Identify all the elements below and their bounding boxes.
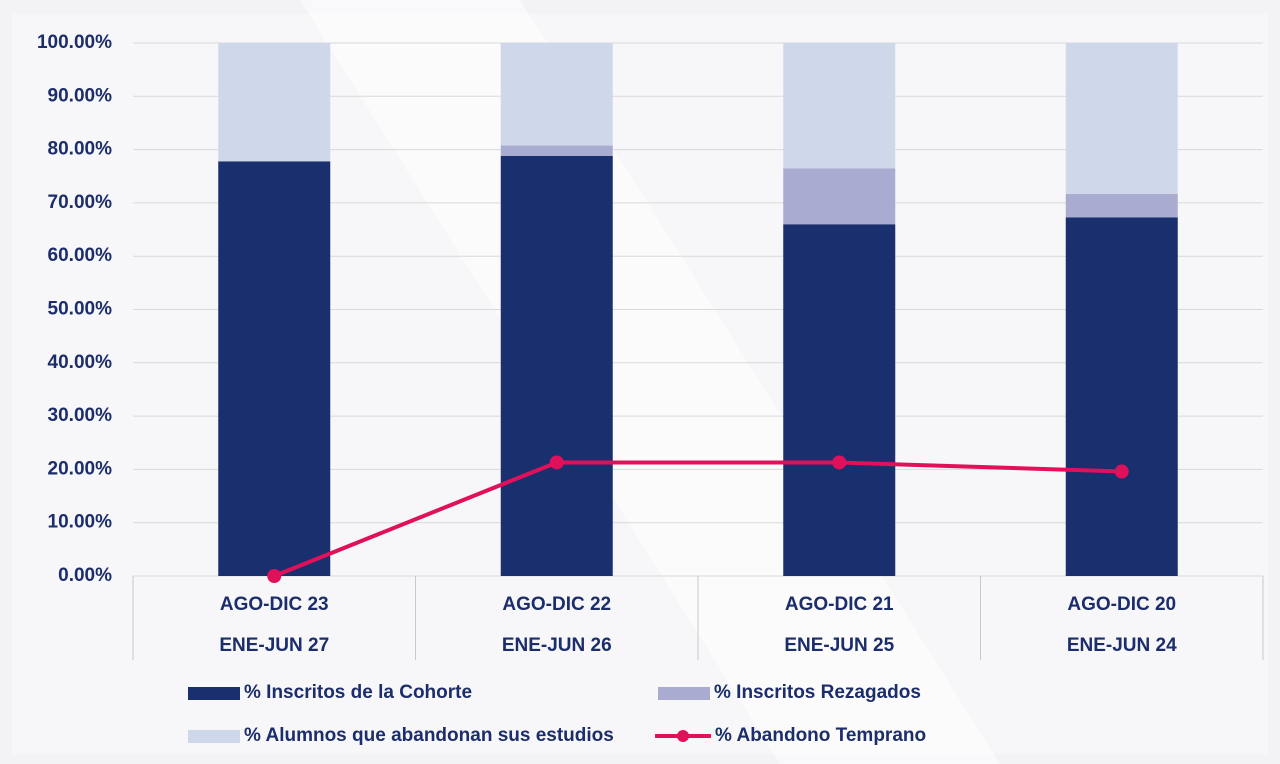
y-tick-label: 10.00%	[48, 512, 113, 533]
line	[273, 460, 1122, 578]
legend-swatch	[658, 687, 710, 700]
y-tick-label: 20.00%	[48, 458, 113, 479]
y-tick-label: 30.00%	[48, 405, 113, 426]
y-tick-label: 50.00%	[48, 299, 113, 320]
line-marker	[1114, 464, 1129, 479]
y-tick-label: 60.00%	[48, 245, 113, 266]
x-tick-label: AGO-DIC 23	[220, 594, 329, 615]
y-tick-label: 80.00%	[48, 139, 113, 160]
line-marker	[832, 455, 847, 470]
bar-segment	[783, 224, 896, 576]
legend-swatch	[188, 687, 240, 700]
y-tick-label: 0.00%	[58, 565, 112, 586]
x-tick-label: ENE-JUN 27	[219, 635, 329, 656]
bar-segment	[1065, 217, 1178, 576]
x-tick-label: ENE-JUN 24	[1067, 635, 1177, 656]
x-tick-label: ENE-JUN 25	[784, 635, 894, 656]
legend-label: % Inscritos Rezagados	[714, 682, 921, 703]
bar-segment	[218, 161, 331, 577]
line-marker	[549, 455, 564, 470]
bar-segment	[500, 155, 613, 576]
legend-label: % Abandono Temprano	[715, 725, 926, 746]
legend-marker	[677, 730, 689, 742]
legend-swatch	[188, 730, 240, 743]
x-tick-label: AGO-DIC 22	[502, 594, 611, 615]
x-tick-label: AGO-DIC 20	[1067, 594, 1176, 615]
bar-segment	[1065, 193, 1178, 218]
bar-segment	[783, 168, 896, 225]
bar-segment	[218, 43, 331, 162]
x-tick-label: ENE-JUN 26	[502, 635, 612, 656]
bar-segment	[1065, 43, 1178, 194]
legend-label: % Inscritos de la Cohorte	[244, 682, 472, 703]
y-tick-label: 100.00%	[37, 32, 112, 53]
x-tick-label: AGO-DIC 21	[785, 594, 894, 615]
legend-label: % Alumnos que abandonan sus estudios	[244, 725, 614, 746]
y-tick-label: 70.00%	[48, 192, 113, 213]
y-tick-label: 90.00%	[48, 85, 113, 106]
bar-segment	[500, 145, 613, 156]
y-tick-label: 40.00%	[48, 352, 113, 373]
line-marker	[267, 569, 282, 583]
bar-segment	[783, 43, 896, 169]
bar-segment	[500, 43, 613, 146]
